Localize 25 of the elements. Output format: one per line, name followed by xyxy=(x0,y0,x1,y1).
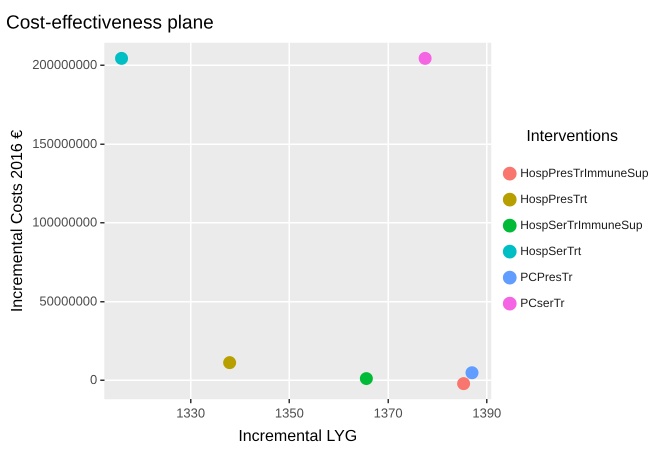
legend-label: HospSerTrt xyxy=(520,244,582,258)
x-tick-label: 1370 xyxy=(374,406,403,421)
chart-title: Cost-effectiveness plane xyxy=(6,12,214,34)
x-axis-title: Incremental LYG xyxy=(238,428,358,445)
point xyxy=(115,52,128,65)
y-axis-title: Incremental Costs 2016 € xyxy=(9,130,26,312)
point xyxy=(223,356,236,370)
point xyxy=(466,366,478,380)
legend-label: PCPresTr xyxy=(520,270,572,284)
x-tick-label: 1350 xyxy=(274,406,304,421)
x-tick-label: 1330 xyxy=(176,406,206,421)
point xyxy=(418,52,432,65)
legend-label: HospSerTrImmuneSup xyxy=(520,218,643,232)
point xyxy=(457,377,470,390)
x-tick-label: 1390 xyxy=(472,406,502,421)
y-tick-label: 100000000 xyxy=(32,214,98,230)
y-tick-label: 0 xyxy=(90,372,98,388)
y-tick-label: 150000000 xyxy=(32,136,98,151)
y-tick-label: 50000000 xyxy=(39,293,98,308)
legend-title: Interventions xyxy=(526,128,618,145)
legend-label: HospPresTrt xyxy=(520,192,588,206)
legend-label: PCserTr xyxy=(520,296,564,310)
y-tick-label: 200000000 xyxy=(32,57,98,72)
legend-label: HospPresTrImmuneSup xyxy=(520,166,649,180)
point xyxy=(360,372,373,386)
